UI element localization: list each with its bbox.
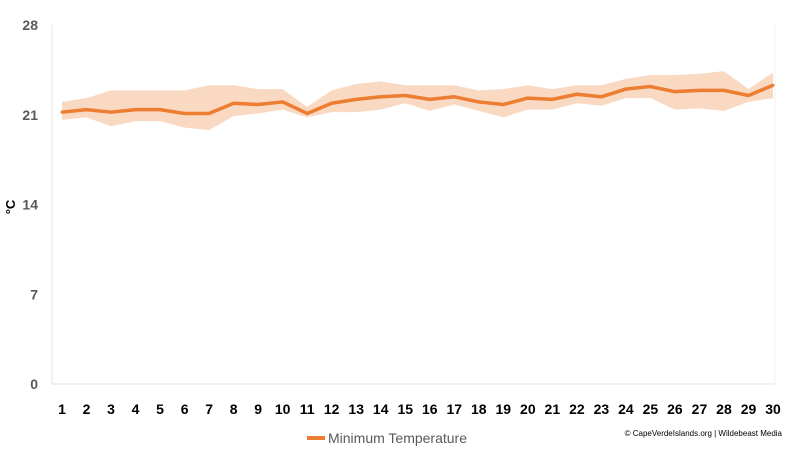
x-tick-label: 19 [496,401,512,417]
x-tick-label: 15 [397,401,413,417]
data-point [624,87,628,91]
data-point [501,102,505,106]
x-tick-label: 1 [58,401,66,417]
legend: Minimum Temperature [307,430,467,446]
data-point [452,95,456,99]
data-point [134,108,138,112]
x-tick-label: 6 [181,401,189,417]
x-tick-label: 23 [594,401,610,417]
x-tick-label: 28 [716,401,732,417]
x-tick-label: 20 [520,401,536,417]
data-point [746,94,750,98]
data-point [60,110,64,114]
data-point [354,97,358,101]
x-tick-label: 22 [569,401,585,417]
x-tick-label: 18 [471,401,487,417]
data-point [379,95,383,99]
x-tick-label: 5 [156,401,164,417]
data-point [207,111,211,115]
y-tick-label: 28 [22,17,38,33]
x-tick-label: 11 [300,401,315,417]
data-point [183,111,187,115]
data-point [771,83,775,87]
x-tick-label: 27 [692,401,708,417]
x-tick-label: 13 [348,401,364,417]
x-tick-label: 3 [107,401,115,417]
legend-label: Minimum Temperature [328,430,467,446]
x-tick-label: 4 [132,401,140,417]
data-point [477,100,481,104]
data-point [550,97,554,101]
data-point [526,96,530,100]
x-tick-label: 16 [422,401,438,417]
data-point [281,100,285,104]
series-range-band [62,71,773,131]
y-tick-label: 14 [22,197,38,213]
x-tick-label: 24 [618,401,634,417]
data-point [575,92,579,96]
x-tick-label: 26 [667,401,683,417]
x-tick-label: 9 [254,401,262,417]
x-tick-label: 2 [83,401,91,417]
data-point [648,85,652,89]
x-tick-label: 10 [275,401,291,417]
data-point [158,108,162,112]
series-layer [60,83,775,116]
data-point [330,101,334,105]
data-point [697,88,701,92]
x-ticks: 1 2 3 4 5 6 7 8 9 10 11 12 13 14 15 16 17 18 19 20 21 22 23 24 2… [58,401,781,417]
data-point [256,102,260,106]
x-tick-label: 21 [545,401,561,417]
data-point [673,90,677,94]
x-tick-label: 12 [324,401,340,417]
data-point [428,97,432,101]
x-tick-label: 14 [373,401,389,417]
x-tick-label: 8 [230,401,238,417]
y-tick-label: 21 [22,107,38,123]
y-tick-label: 0 [30,376,38,392]
y-tick-label: 7 [30,286,38,302]
data-point [109,110,113,114]
data-point [232,101,236,105]
band-layer [62,71,773,131]
x-tick-label: 30 [765,401,781,417]
data-point [85,108,89,112]
data-point [722,88,726,92]
data-point [403,94,407,98]
x-tick-label: 25 [643,401,659,417]
credit-text: © CapeVerdeIslands.org | Wildebeast Medi… [625,429,783,438]
y-axis-label: °C [3,199,18,214]
data-point [305,111,309,115]
x-tick-label: 17 [446,401,462,417]
y-ticks: 0 7 14 21 28 [22,17,38,392]
x-tick-label: 7 [205,401,213,417]
series-line-minimum-temperature [61,83,774,116]
data-point [599,95,603,99]
x-tick-label: 29 [741,401,757,417]
